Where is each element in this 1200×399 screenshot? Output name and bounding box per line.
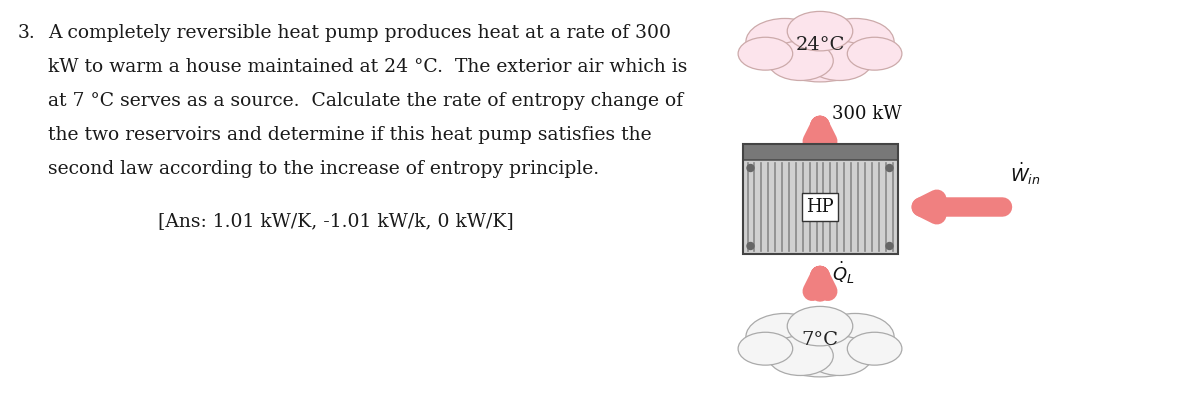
Ellipse shape (768, 336, 833, 375)
Text: HP: HP (806, 198, 834, 216)
Ellipse shape (746, 314, 824, 360)
Ellipse shape (806, 336, 872, 375)
Ellipse shape (816, 18, 894, 65)
Ellipse shape (847, 37, 902, 70)
Circle shape (886, 243, 893, 249)
Text: A completely reversible heat pump produces heat at a rate of 300: A completely reversible heat pump produc… (48, 24, 671, 42)
Bar (743, 144, 898, 254)
Text: $\dot{W}_{in}$: $\dot{W}_{in}$ (1010, 161, 1042, 187)
Text: 3.: 3. (18, 24, 36, 42)
Circle shape (886, 164, 893, 172)
Ellipse shape (738, 37, 793, 70)
Ellipse shape (787, 12, 853, 51)
Ellipse shape (768, 41, 833, 81)
Bar (743, 144, 898, 160)
Circle shape (746, 164, 754, 172)
Text: 24°C: 24°C (796, 36, 845, 54)
Ellipse shape (738, 332, 793, 365)
Ellipse shape (816, 314, 894, 360)
Text: 7°C: 7°C (802, 331, 839, 349)
Ellipse shape (766, 311, 875, 377)
Circle shape (746, 243, 754, 249)
Text: 300 kW: 300 kW (832, 105, 901, 123)
Text: [Ans: 1.01 kW/K, -1.01 kW/k, 0 kW/K]: [Ans: 1.01 kW/K, -1.01 kW/k, 0 kW/K] (158, 212, 514, 230)
Text: kW to warm a house maintained at 24 °C.  The exterior air which is: kW to warm a house maintained at 24 °C. … (48, 58, 688, 76)
Ellipse shape (806, 41, 872, 81)
Ellipse shape (787, 306, 853, 346)
Text: at 7 °C serves as a source.  Calculate the rate of entropy change of: at 7 °C serves as a source. Calculate th… (48, 92, 683, 110)
Ellipse shape (766, 16, 875, 82)
Bar (743, 160, 898, 254)
Text: second law according to the increase of entropy principle.: second law according to the increase of … (48, 160, 599, 178)
Text: $\dot{Q}_L$: $\dot{Q}_L$ (832, 260, 854, 286)
Text: the two reservoirs and determine if this heat pump satisfies the: the two reservoirs and determine if this… (48, 126, 652, 144)
Ellipse shape (847, 332, 902, 365)
Ellipse shape (746, 18, 824, 65)
